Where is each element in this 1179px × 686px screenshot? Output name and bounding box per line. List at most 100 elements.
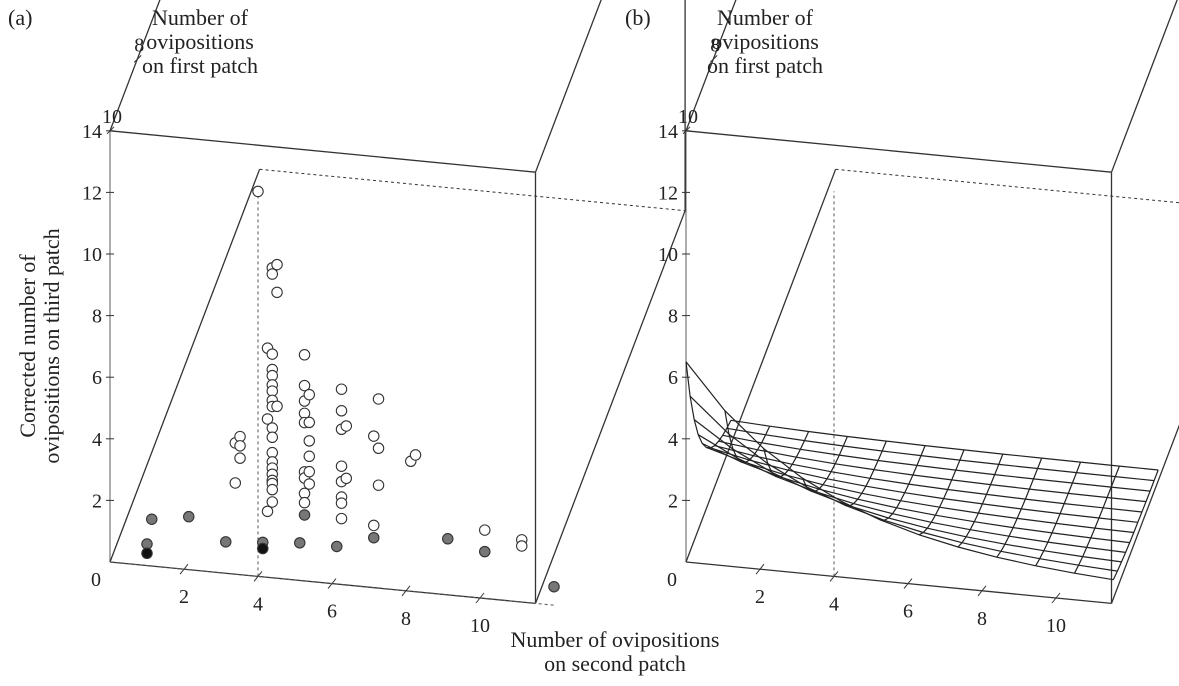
- b-x-tick-label: 2: [755, 586, 765, 608]
- b-z-tick-label: 2: [668, 490, 678, 512]
- b-x-tick-label: 8: [977, 608, 987, 630]
- b-surface-row-line: [718, 440, 1147, 503]
- a-data-point-open: [368, 519, 380, 532]
- b-x-tick-mark: [903, 578, 913, 589]
- b-frame-bottom-left-edge: [685, 169, 837, 563]
- b-y-tick-label: 8: [710, 34, 720, 56]
- b-surface-column-line: [1112, 469, 1159, 580]
- b-surface-column-line: [996, 457, 1043, 558]
- a-data-point-open: [335, 405, 348, 417]
- a-data-point-open: [252, 185, 264, 198]
- a-data-point-open: [335, 512, 348, 525]
- a-x-tick-label: 4: [253, 593, 263, 615]
- a-data-point-open: [266, 483, 279, 496]
- a-y-tick-mark: [106, 126, 115, 135]
- first-patch-axis-line1: Number of: [152, 5, 248, 30]
- a-y-tick-label: 10: [102, 106, 122, 128]
- b-z-tick-label: 8: [668, 306, 678, 328]
- a-data-point-open: [298, 379, 311, 392]
- b-surface-column-line: [880, 445, 926, 521]
- b-x-tick-mark: [977, 585, 987, 597]
- a-data-point-open: [372, 479, 385, 491]
- a-data-point-open: [479, 524, 491, 536]
- a-data-point-open: [372, 393, 385, 405]
- b-z-tick-label: 14: [658, 121, 678, 143]
- b-surface-row-line: [730, 419, 1159, 471]
- a-data-point-grey: [146, 513, 158, 525]
- x-axis-title-line2: on second patch: [544, 651, 686, 676]
- b-z-tick-label: 10: [658, 244, 678, 266]
- b-surface-column-line: [801, 436, 848, 493]
- a-data-point-grey: [548, 580, 560, 593]
- b-surface-column-line: [1035, 461, 1082, 567]
- a-data-point-open: [266, 496, 279, 508]
- a-data-point-open: [271, 400, 283, 413]
- a-data-point-black: [141, 547, 153, 560]
- a-data-point-open: [266, 348, 279, 360]
- first-patch-axis-line3: on first patch: [706, 53, 824, 78]
- a-data-point-open: [303, 416, 316, 429]
- a-frame-bottom-left-edge: [109, 169, 261, 563]
- z-axis-title: Corrected number of ovipositions on thir…: [15, 196, 64, 496]
- b-frame-top-front-edge: [685, 130, 1112, 173]
- panel-a-label: (a): [8, 5, 33, 30]
- b-y-tick-mark: [709, 55, 718, 63]
- a-x-tick-label: 6: [327, 601, 337, 623]
- a-data-point-open: [229, 477, 242, 489]
- a-data-point-open: [266, 268, 279, 280]
- a-data-point-grey: [298, 509, 311, 521]
- b-surface-row-line: [722, 434, 1151, 492]
- b-frame-top-left-edge: [685, 0, 737, 132]
- panel-a-chart: 0 2 4 6 8 10 2 4 6 8 10 12 14 0 2 4 6 8 10: [82, 0, 686, 637]
- a-data-point-grey: [442, 533, 454, 545]
- a-z-tick-label: 6: [92, 367, 102, 389]
- a-data-point-grey: [294, 537, 306, 549]
- a-y-tick-mark: [133, 55, 142, 63]
- a-data-point-open: [335, 497, 348, 509]
- x-axis-title-line1: Number of ovipositions: [510, 627, 720, 652]
- a-z-tick-label: 4: [92, 429, 102, 451]
- a-z-tick-label: 10: [82, 244, 102, 266]
- a-data-point-open: [234, 440, 246, 452]
- a-frame-bottom-front-edge: [109, 561, 536, 605]
- panel-b-label: (b): [625, 5, 651, 30]
- a-data-point-open: [271, 286, 283, 299]
- b-frame-bottom-back-edge: [835, 168, 1179, 204]
- b-frame-bottom-front-edge: [685, 561, 1112, 605]
- b-x-tick-label: 6: [903, 601, 913, 623]
- panel-b-chart: 024681024681012140246810: [658, 0, 1179, 637]
- b-z-tick-label: 4: [668, 429, 678, 451]
- a-data-point-grey: [479, 545, 491, 558]
- a-frame-top-right-edge: [534, 0, 602, 173]
- a-data-point-black: [257, 542, 269, 555]
- a-z-tick-label: 2: [92, 490, 102, 512]
- a-data-point-open: [303, 388, 316, 401]
- a-data-point-open: [303, 478, 316, 490]
- a-x-tick-label: 2: [179, 586, 189, 608]
- a-data-point-open: [303, 450, 316, 463]
- b-x-tick-label: 10: [1046, 615, 1066, 637]
- a-data-point-open: [409, 449, 422, 461]
- b-x-tick-label: 0: [667, 569, 677, 591]
- a-z-tick-label: 8: [92, 306, 102, 328]
- first-patch-axis-line1: Number of: [717, 5, 813, 30]
- b-surface-row-line: [689, 395, 1118, 572]
- a-data-point-open: [271, 258, 283, 271]
- a-data-point-open: [335, 383, 348, 395]
- b-surface-row-line: [706, 446, 1134, 534]
- panel-a-first-patch-axis-title: Number of ovipositions on first patch: [115, 6, 285, 78]
- first-patch-axis-line2: ovipositions: [146, 29, 254, 54]
- b-surface-column-line: [685, 361, 732, 449]
- b-surface-row-line: [693, 419, 1122, 563]
- a-frame-top-front-edge: [109, 130, 536, 173]
- a-z-tick-label: 12: [82, 182, 102, 204]
- a-data-point-open: [368, 430, 380, 442]
- first-patch-axis-line3: on first patch: [141, 53, 259, 78]
- a-frame-bottom-right-edge: [534, 210, 686, 604]
- b-surface-column-line: [957, 453, 1004, 548]
- a-data-point-grey: [183, 510, 195, 523]
- b-x-tick-label: 4: [829, 593, 839, 615]
- a-x-tick-label: 8: [401, 608, 411, 630]
- b-x-tick-mark: [1051, 592, 1061, 604]
